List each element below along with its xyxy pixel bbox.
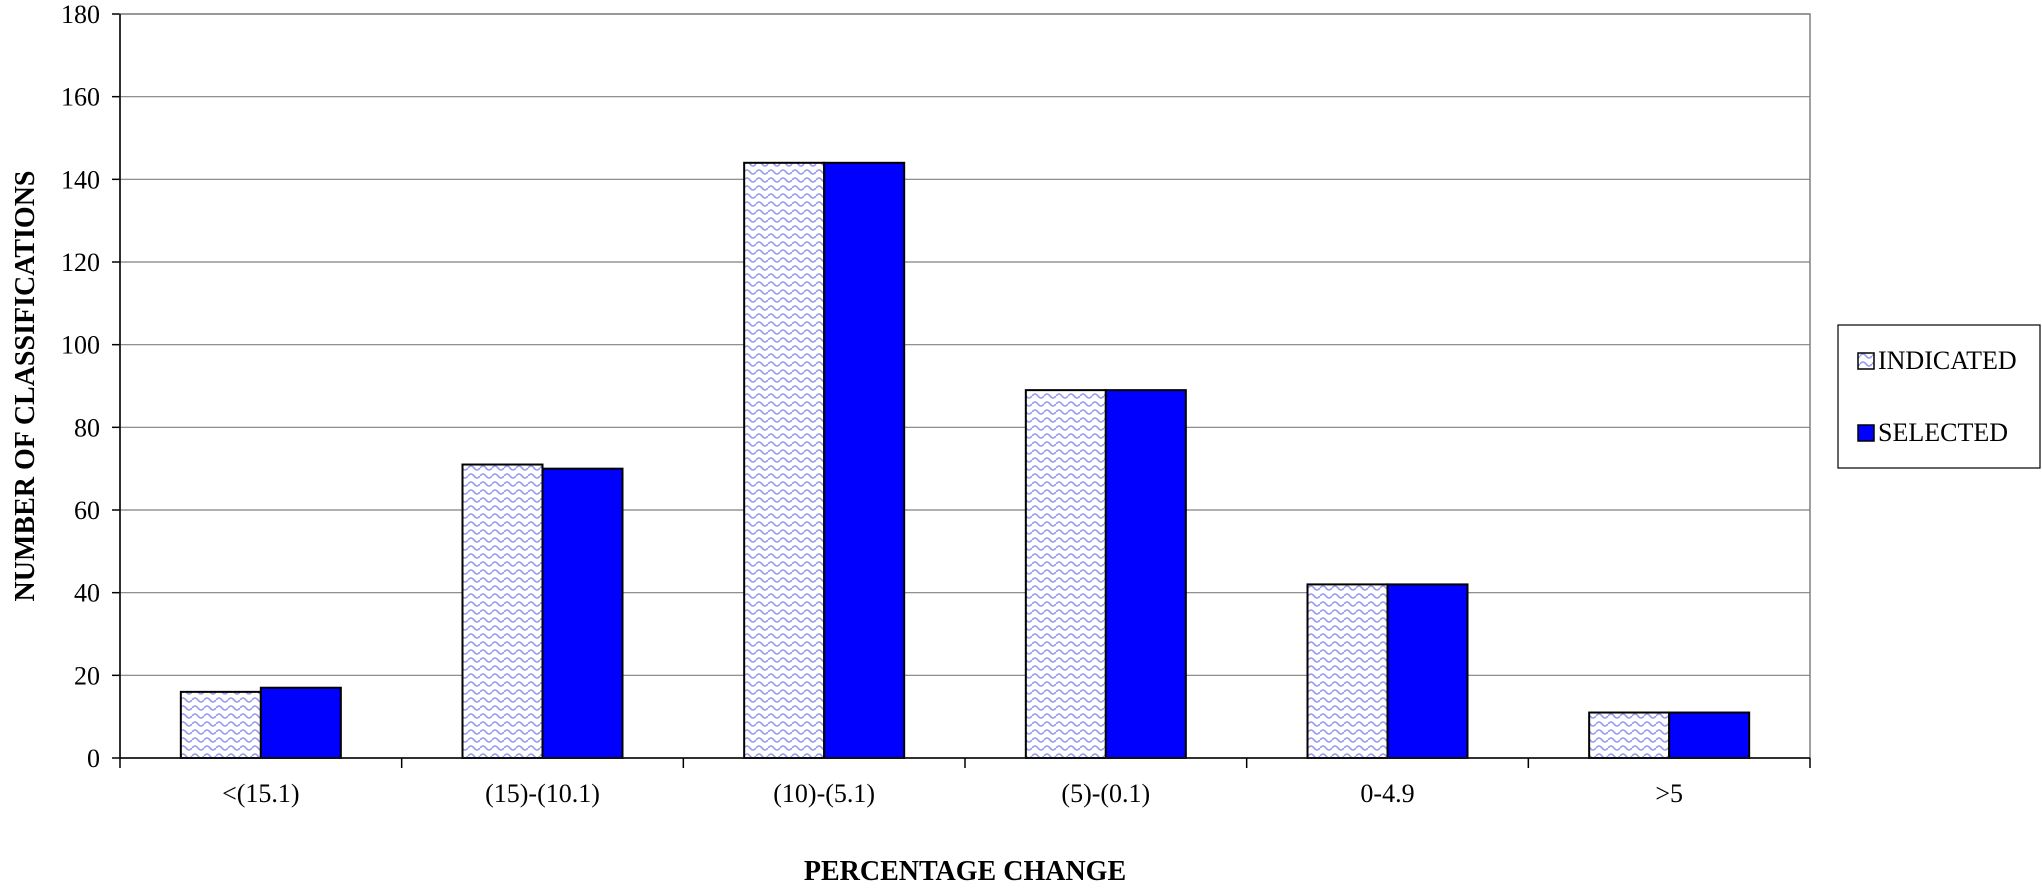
x-axis-title: PERCENTAGE CHANGE xyxy=(804,856,1126,887)
bar-selected-3 xyxy=(1104,389,1187,759)
y-tick-label: 160 xyxy=(61,83,100,112)
bars xyxy=(179,161,1751,760)
legend-label-indicated: INDICATED xyxy=(1878,346,2017,375)
bar-indicated-4 xyxy=(1306,583,1389,760)
y-tick-label: 180 xyxy=(61,0,100,29)
x-tick-label: (10)-(5.1) xyxy=(773,779,875,808)
y-tick-label: 80 xyxy=(74,413,100,442)
plot-area xyxy=(119,13,1811,759)
bar-selected-2 xyxy=(823,161,906,760)
x-tick-label: >5 xyxy=(1655,779,1683,808)
y-tick-label: 20 xyxy=(74,661,100,690)
legend: INDICATED SELECTED xyxy=(1837,324,2041,469)
x-tick-label: <(15.1) xyxy=(222,779,299,808)
bar-selected-1 xyxy=(541,467,624,759)
legend-label-selected: SELECTED xyxy=(1878,418,2008,447)
x-tick-label: (15)-(10.1) xyxy=(485,779,600,808)
legend-swatch-selected xyxy=(1857,424,1875,442)
legend-swatch-indicated xyxy=(1857,352,1875,370)
y-tick-label: 140 xyxy=(61,165,100,194)
y-tick-label: 40 xyxy=(74,579,100,608)
bar-selected-4 xyxy=(1386,583,1469,760)
bar-indicated-2 xyxy=(743,161,826,760)
bar-indicated-5 xyxy=(1588,711,1671,759)
y-tick-label: 100 xyxy=(61,331,100,360)
gridlines xyxy=(120,13,1810,676)
legend-box xyxy=(1837,324,2041,469)
tick-labels: 0 20 40 60 80 100 120 140 160 180 <(15.1) (15)-(10.… xyxy=(61,0,1683,808)
bar-indicated-1 xyxy=(461,463,544,759)
x-tick-label: (5)-(0.1) xyxy=(1061,779,1150,808)
y-tick-label: 60 xyxy=(74,496,100,525)
bar-indicated-0 xyxy=(179,690,262,759)
bar-selected-5 xyxy=(1668,711,1751,759)
x-tick-label: 0-4.9 xyxy=(1360,779,1414,808)
axes xyxy=(112,13,1811,768)
y-tick-label: 0 xyxy=(87,744,100,773)
bar-indicated-3 xyxy=(1024,389,1107,759)
y-axis-title: NUMBER OF CLASSIFICATIONS xyxy=(10,171,41,602)
bar-selected-0 xyxy=(259,686,342,760)
y-tick-label: 120 xyxy=(61,248,100,277)
